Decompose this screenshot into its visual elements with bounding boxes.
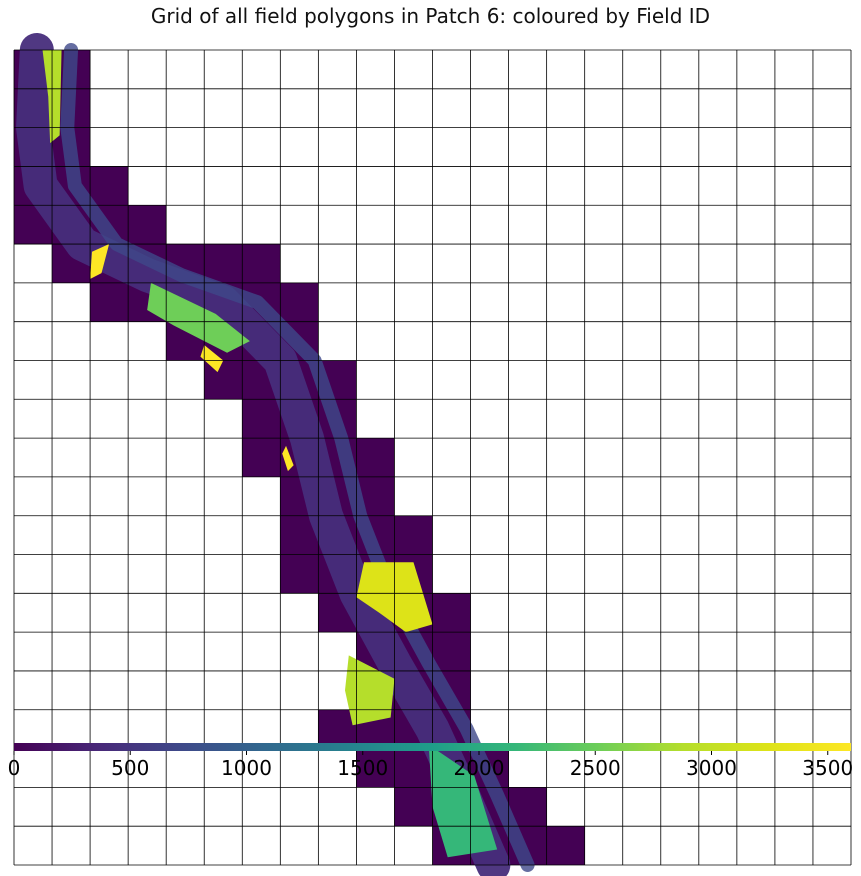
field-patch: [147, 282, 250, 353]
field-patch: [344, 655, 395, 726]
occupied-cell: [318, 709, 357, 749]
colorbar-tick-label: 3500: [802, 756, 853, 780]
colorbar-tick-label: 2500: [570, 756, 621, 780]
occupied-cell: [242, 244, 281, 283]
occupied-cell: [90, 166, 129, 206]
occupied-cell: [128, 205, 167, 245]
colorbar-tick-label: 500: [111, 756, 149, 780]
colorbar-tick-label: 2000: [454, 756, 505, 780]
colorbar: 0 500 1000 1500 2000 2500 3000 3500: [8, 743, 853, 780]
chart-title: Grid of all field polygons in Patch 6: c…: [150, 4, 711, 28]
occupied-cell: [242, 438, 281, 477]
occupied-cell: [394, 515, 433, 555]
field-patch: [90, 244, 110, 279]
colorbar-tick-label: 1500: [337, 756, 388, 780]
occupied-cell: [432, 632, 471, 671]
field-patch: [428, 744, 498, 858]
occupied-cell: [242, 399, 281, 439]
colorbar-tick-label: 0: [8, 756, 21, 780]
occupied-cell: [356, 438, 395, 477]
field-patch: [200, 344, 224, 373]
occupied-cell: [204, 360, 243, 400]
occupied-cell: [394, 787, 433, 827]
occupied-cell: [356, 748, 395, 788]
occupied-cell: [204, 244, 243, 283]
colorbar-tick-label: 1000: [221, 756, 272, 780]
grid-lines-layer: [13, 49, 852, 866]
occupied-cell: [546, 826, 585, 865]
occupied-cell: [280, 554, 319, 594]
occupied-cell: [280, 282, 319, 322]
field-patch: [282, 445, 294, 472]
occupied-cell: [90, 282, 129, 322]
colorbar-gradient: [14, 743, 851, 751]
colorbar-tick-label: 3000: [686, 756, 737, 780]
occupied-cell: [432, 593, 471, 633]
